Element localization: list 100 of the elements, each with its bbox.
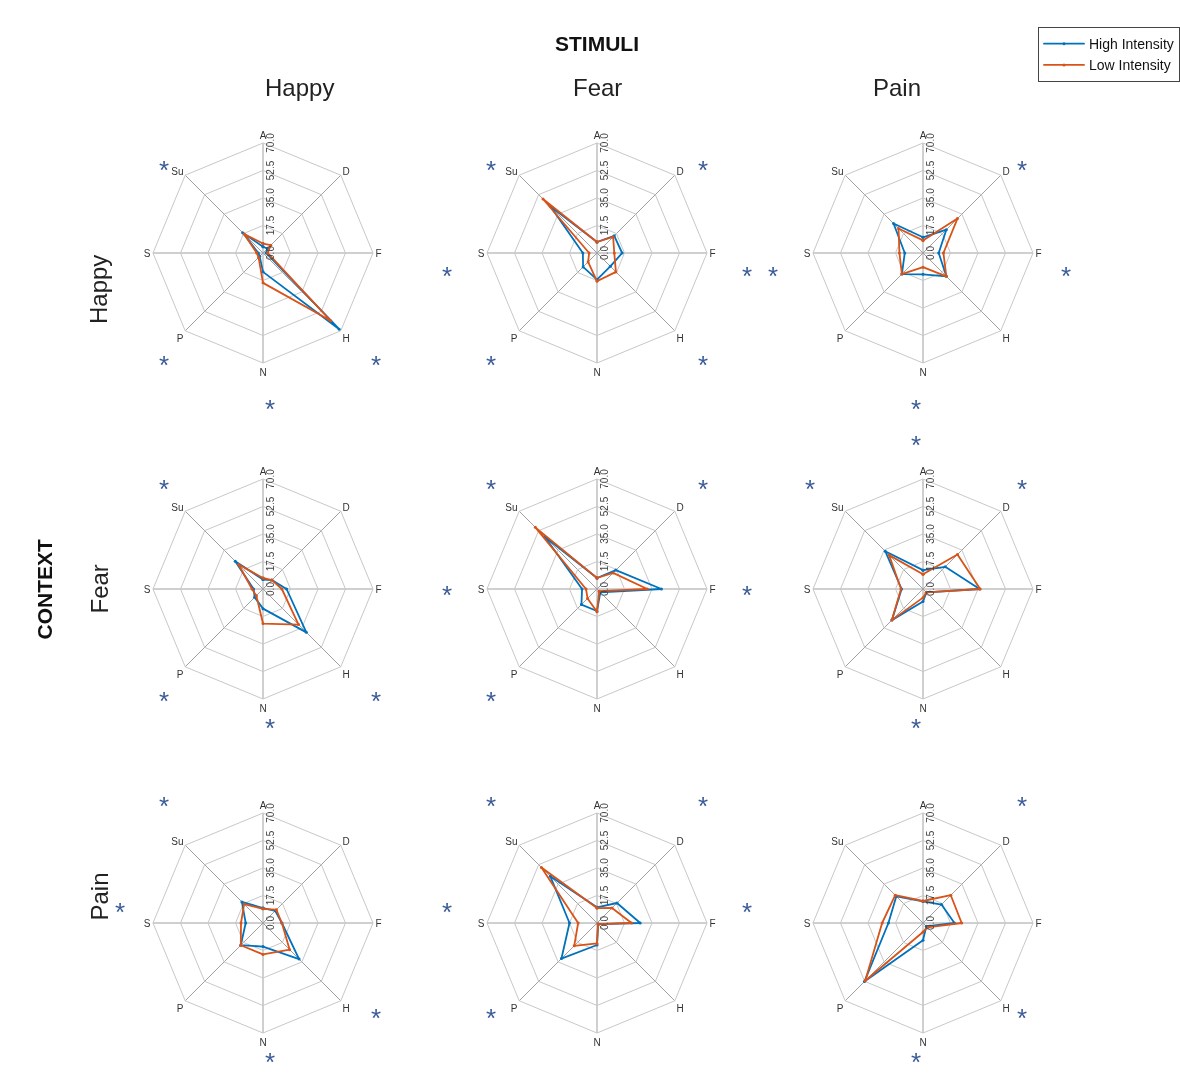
y-tick-label: 0.0: [924, 915, 936, 930]
y-tick-label: 70.0: [598, 802, 610, 823]
text: *: [911, 1047, 922, 1077]
y-tick-label: 70.0: [598, 132, 610, 153]
spoke-label: Su: [831, 835, 844, 847]
spoke-label: S: [143, 247, 151, 259]
y-tick-label: 0.0: [598, 581, 610, 596]
text: Pain: [85, 872, 113, 921]
spoke-label: F: [375, 583, 382, 595]
spoke-label: F: [709, 583, 716, 595]
y-tick-label: 35.0: [598, 857, 610, 878]
spoke-label: N: [593, 366, 601, 378]
spoke-label: N: [259, 702, 267, 714]
spoke-label: F: [375, 917, 382, 929]
spoke-label: Su: [831, 501, 844, 513]
spoke-label: N: [919, 702, 927, 714]
text: *: [159, 686, 170, 716]
spoke-label: D: [1002, 165, 1010, 177]
y-tick-label: 17.5: [924, 215, 936, 236]
text: *: [911, 430, 922, 460]
spoke-label: N: [593, 702, 601, 714]
text: *: [159, 791, 170, 821]
spoke-label: A: [259, 465, 267, 477]
text: *: [442, 897, 453, 927]
y-tick-label: 0.0: [924, 245, 936, 260]
text: *: [159, 155, 170, 185]
y-tick-label: 35.0: [264, 187, 276, 208]
spoke-label: Su: [505, 165, 518, 177]
y-tick-label: 0.0: [924, 581, 936, 596]
spoke-label: P: [176, 333, 184, 345]
spoke-label: P: [176, 1003, 184, 1015]
spoke-label: S: [143, 583, 151, 595]
y-tick-label: 0.0: [598, 915, 610, 930]
text: *: [486, 686, 497, 716]
y-tick-label: 52.5: [264, 830, 276, 851]
text: *: [1061, 261, 1072, 291]
spoke-label: Su: [171, 835, 184, 847]
text: *: [698, 474, 709, 504]
spoke-label: A: [919, 799, 927, 811]
text: *: [742, 580, 753, 610]
text: *: [911, 713, 922, 743]
y-tick-label: 17.5: [924, 551, 936, 572]
y-tick-label: 52.5: [598, 496, 610, 517]
y-tick-label: 35.0: [924, 857, 936, 878]
spoke-label: H: [342, 669, 350, 681]
chart-title: Pain: [873, 74, 922, 101]
y-tick-label: 35.0: [924, 523, 936, 544]
spoke-label: D: [676, 835, 684, 847]
spoke-label: F: [709, 917, 716, 929]
spoke-label: P: [836, 669, 844, 681]
text: *: [371, 1003, 382, 1033]
spoke-label: Su: [505, 501, 518, 513]
spoke-label: F: [1035, 583, 1042, 595]
text: *: [1017, 474, 1028, 504]
y-tick-label: 35.0: [598, 523, 610, 544]
y-tick-label: 70.0: [924, 802, 936, 823]
spoke-label: D: [342, 501, 350, 513]
text: *: [115, 897, 126, 927]
y-tick-label: 52.5: [264, 160, 276, 181]
text: *: [698, 791, 709, 821]
spoke-label: Su: [505, 835, 518, 847]
text: *: [371, 350, 382, 380]
spoke-label: D: [1002, 835, 1010, 847]
spoke-label: S: [803, 583, 811, 595]
y-tick-label: 70.0: [924, 132, 936, 153]
y-tick-label: 17.5: [264, 215, 276, 236]
spoke-label: Su: [171, 165, 184, 177]
spoke-label: D: [676, 501, 684, 513]
y-tick-label: 17.5: [264, 885, 276, 906]
spoke-label: D: [1002, 501, 1010, 513]
text: *: [911, 394, 922, 424]
text: Happy: [265, 74, 335, 101]
text: Fear: [85, 564, 113, 614]
y-tick-label: 0.0: [264, 915, 276, 930]
spoke-label: F: [1035, 917, 1042, 929]
text: *: [486, 155, 497, 185]
spoke-label: P: [176, 669, 184, 681]
y-tick-label: 17.5: [264, 551, 276, 572]
y-tick-label: 70.0: [264, 132, 276, 153]
spoke-label: Su: [171, 501, 184, 513]
text: *: [265, 713, 276, 743]
text: STIMULI: [555, 32, 639, 55]
spoke-label: S: [477, 247, 485, 259]
spoke-label: F: [709, 247, 716, 259]
spoke-label: H: [676, 669, 684, 681]
text: *: [442, 261, 453, 291]
text: *: [486, 1003, 497, 1033]
chart-title: Fear: [573, 74, 623, 101]
y-tick-label: 52.5: [264, 496, 276, 517]
y-tick-label: 70.0: [924, 468, 936, 489]
text: Happy: [85, 254, 112, 324]
y-tick-label: 52.5: [924, 496, 936, 517]
spoke-label: D: [342, 165, 350, 177]
spoke-label: P: [836, 1003, 844, 1015]
text: *: [371, 686, 382, 716]
spoke-label: S: [477, 583, 485, 595]
y-tick-label: 52.5: [598, 160, 610, 181]
text: *: [159, 474, 170, 504]
spoke-label: H: [342, 333, 350, 345]
spoke-label: P: [510, 1003, 518, 1015]
